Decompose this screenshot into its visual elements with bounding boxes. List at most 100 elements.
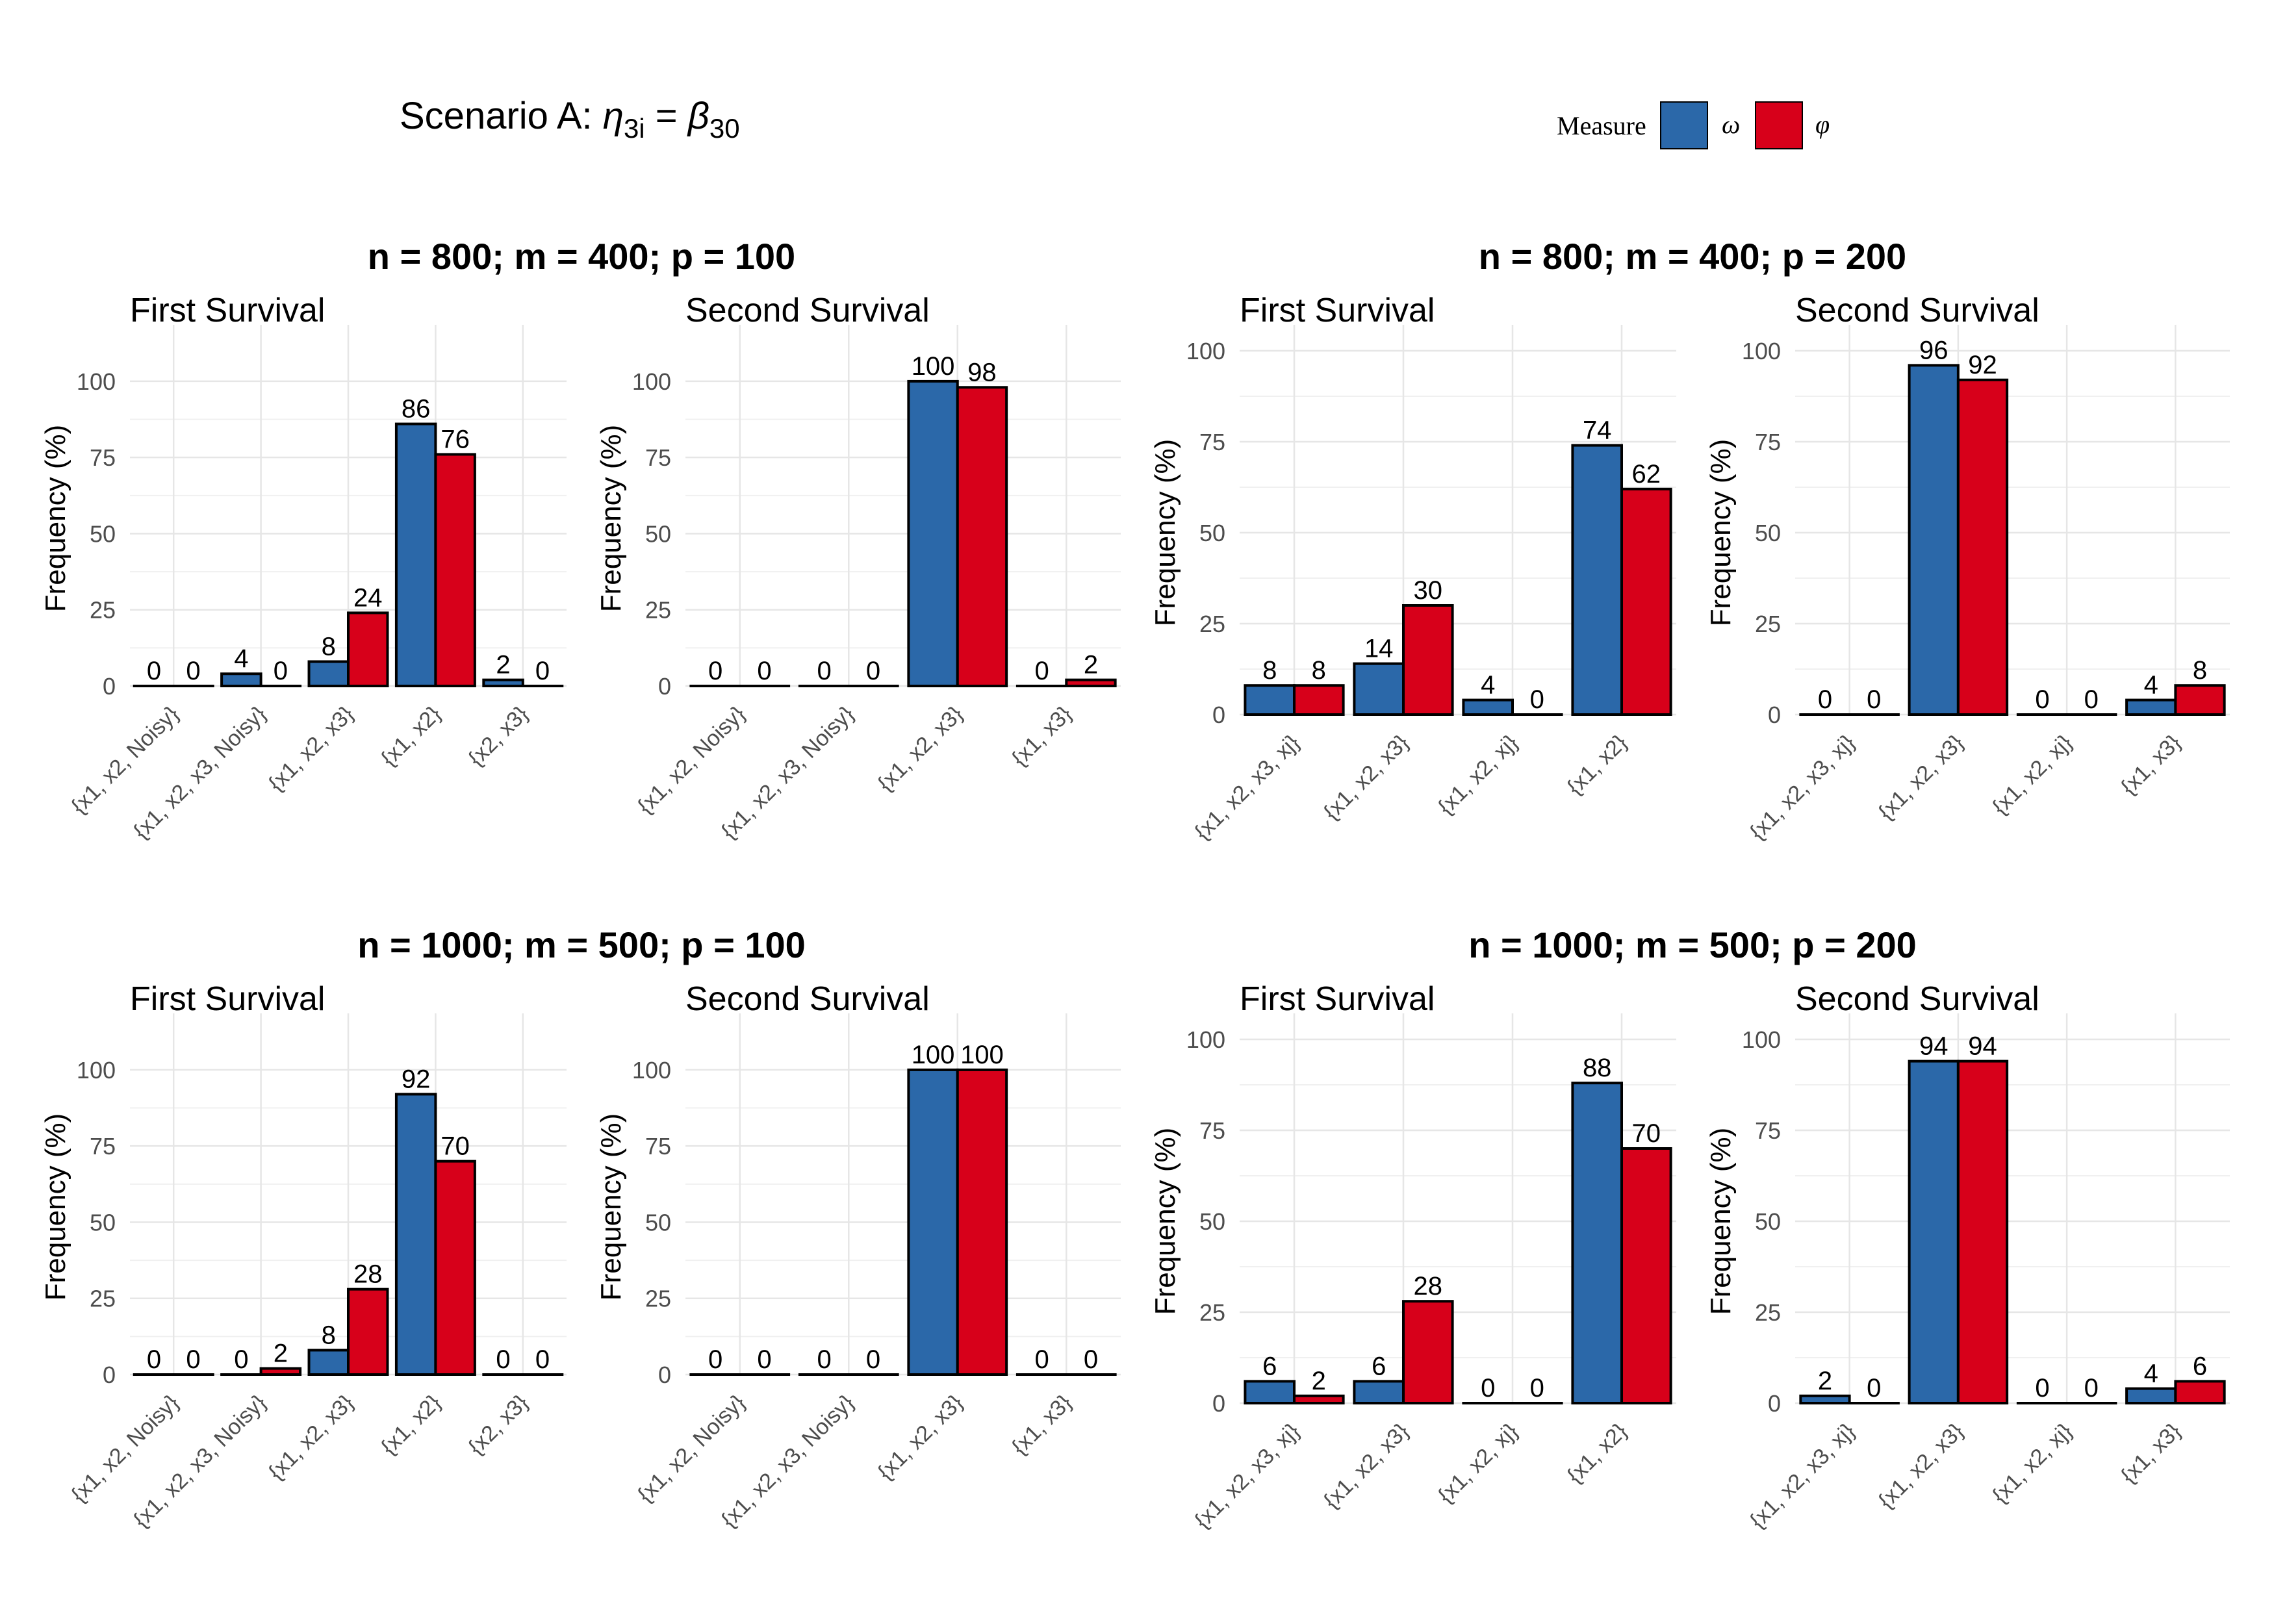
data-label: 8 [322, 1321, 336, 1349]
x-tick-label: {x1, x2, x3} [1874, 730, 1969, 825]
data-label: 0 [147, 1345, 161, 1374]
bar-omega [1799, 1394, 1851, 1405]
panel-title-g1-p2: Second Survival [685, 292, 930, 329]
bar-phi [259, 1367, 302, 1376]
group-title-1: n = 800; m = 400; p = 100 [368, 236, 795, 277]
y-tick-label: 25 [1199, 1299, 1225, 1326]
data-label: 0 [496, 1345, 510, 1374]
group-title-4: n = 1000; m = 500; p = 200 [1468, 924, 1917, 965]
x-tick-label: {x1, x2} [1563, 730, 1632, 800]
x-tick-label: {x1, x2, xj} [1987, 1419, 2077, 1508]
data-label: 0 [866, 1345, 880, 1374]
data-label: 0 [147, 657, 161, 685]
y-tick-label: 75 [1199, 1117, 1225, 1144]
data-label: 96 [1919, 336, 1948, 364]
bar-phi [1065, 678, 1117, 687]
data-label: 0 [186, 657, 200, 685]
data-label: 28 [353, 1260, 383, 1289]
x-tick-label: {x1, x2, x3} [1874, 1419, 1969, 1514]
x-tick-label: {x1, x2, xj} [1433, 730, 1523, 820]
bar-omega [1353, 1380, 1405, 1404]
x-tick-label: {x1, x2, xj} [1987, 730, 2077, 820]
bar-phi [956, 1068, 1008, 1376]
data-label: 0 [708, 657, 722, 685]
bar-phi [434, 1160, 476, 1376]
group-title-2: n = 800; m = 400; p = 200 [1479, 236, 1906, 277]
data-label: 0 [1867, 685, 1881, 714]
y-tick-label: 75 [90, 444, 116, 471]
data-label: 92 [1968, 351, 1997, 379]
x-tick-label: {x1, x3} [1007, 1390, 1077, 1460]
data-label: 100 [960, 1041, 1004, 1069]
data-label: 0 [757, 1345, 771, 1374]
bar-omega [2125, 1387, 2177, 1405]
y-tick-label: 100 [77, 368, 116, 395]
y-axis-label-g3-p2: Frequency (%) [595, 1113, 627, 1301]
x-tick-label: {x1, x2, Noisy} [633, 702, 750, 819]
y-axis-label-g2-p1: Frequency (%) [1149, 439, 1181, 627]
bar-omega [394, 422, 437, 688]
x-tick-label: {x1, x2, x3, xj} [1745, 730, 1860, 845]
data-label: 0 [535, 657, 550, 685]
bar-omega [482, 678, 524, 687]
data-label: 74 [1583, 416, 1612, 445]
panel-title-g1-p1: First Survival [130, 292, 325, 329]
data-label: 0 [234, 1345, 248, 1374]
figure-title: Scenario A: η3i = β30 [400, 95, 740, 144]
title-prefix: Scenario A: [400, 95, 603, 137]
y-tick-label: 0 [103, 673, 116, 700]
y-tick-label: 0 [1212, 702, 1225, 728]
bar-phi [1293, 684, 1345, 716]
data-label: 0 [817, 1345, 831, 1374]
x-tick-label: {x1, x2, x3, xj} [1190, 730, 1305, 845]
data-label: 14 [1364, 635, 1394, 663]
panel-title-g3-p2: Second Survival [685, 980, 930, 1018]
x-tick-label: {x1, x2, x3, xj} [1745, 1419, 1860, 1534]
data-label: 0 [866, 657, 880, 685]
x-tick-label: {x1, x2, x3} [264, 1390, 359, 1485]
x-tick-label: {x1, x2, x3} [873, 1390, 968, 1485]
y-tick-label: 0 [103, 1362, 116, 1388]
data-label: 4 [2144, 1360, 2158, 1388]
data-label: 6 [1262, 1352, 1277, 1380]
y-tick-label: 100 [1186, 338, 1225, 364]
title-beta-sub: 30 [709, 113, 740, 144]
data-label: 4 [1481, 671, 1495, 700]
x-tick-label: {x1, x2, x3} [1319, 730, 1414, 825]
legend-label-omega: ω [1722, 110, 1740, 139]
bar-phi [347, 1288, 389, 1376]
y-tick-label: 100 [1742, 338, 1781, 364]
y-tick-label: 25 [1199, 611, 1225, 637]
data-label: 94 [1919, 1032, 1948, 1061]
x-tick-label: {x1, x2} [376, 1390, 446, 1460]
data-label: 4 [2144, 671, 2158, 700]
y-tick-label: 100 [632, 368, 671, 395]
data-label: 0 [2084, 1374, 2099, 1402]
bar-omega [307, 660, 350, 687]
bar-omega [1244, 684, 1296, 716]
data-label: 0 [708, 1345, 722, 1374]
title-eta-sub: 3i [624, 113, 645, 144]
data-label: 70 [441, 1132, 470, 1161]
y-tick-label: 50 [90, 520, 116, 547]
bar-omega [1908, 364, 1960, 716]
data-label: 0 [1034, 1345, 1049, 1374]
x-tick-label: {x2, x3} [463, 1390, 533, 1460]
bar-omega [220, 672, 262, 687]
panel-g4-p2: Second Survival 0 25 50 75 100 Frequency (%) 2 0… [1705, 980, 2230, 1533]
x-tick-label: {x1, x2, x3, xj} [1190, 1419, 1305, 1534]
y-tick-label: 75 [1755, 429, 1781, 455]
y-axis-label-g4-p1: Frequency (%) [1149, 1128, 1181, 1315]
data-label: 70 [1632, 1119, 1661, 1148]
y-tick-label: 25 [645, 597, 671, 624]
panel-g2-p2: Second Survival 0 25 50 75 100 Frequency (%) 0 0… [1705, 292, 2230, 844]
data-label: 0 [1530, 685, 1544, 714]
bar-phi [1402, 1300, 1454, 1404]
y-axis-label-g3-p1: Frequency (%) [40, 1113, 71, 1301]
data-label: 2 [1818, 1367, 1832, 1395]
x-tick-label: {x1, x2, x3} [264, 702, 359, 796]
